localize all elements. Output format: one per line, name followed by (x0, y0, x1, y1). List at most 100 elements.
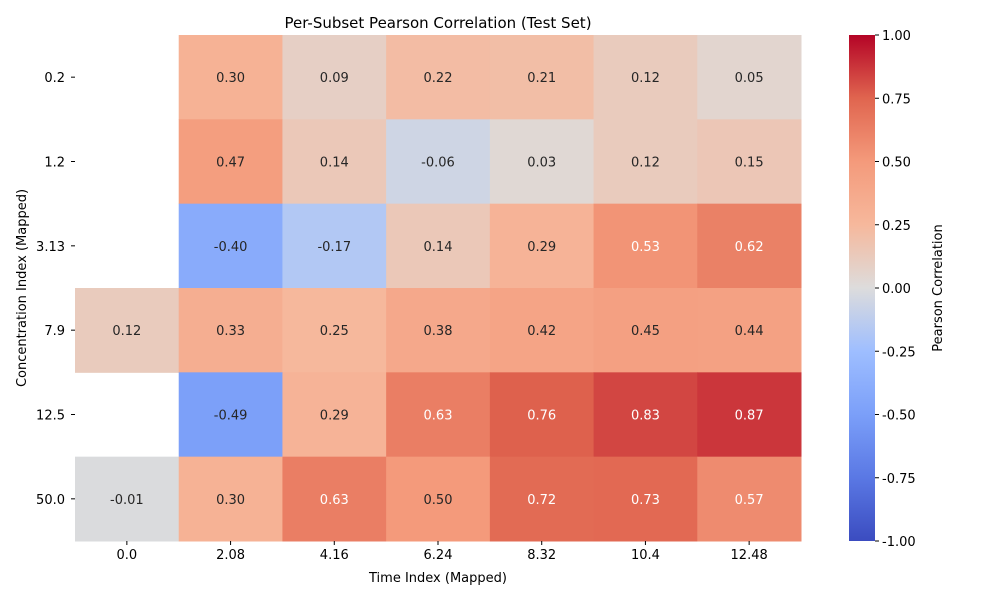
cell-value-label: 0.15 (735, 156, 764, 171)
colorbar-ticks: -1.00 -0.75 -0.50 -0.25 0.00 0.25 0.50 0.75 1.00 (875, 29, 916, 550)
cell-value-label: 0.21 (527, 71, 556, 86)
cell-value-label: 0.03 (527, 156, 556, 171)
x-axis-ticks: 0.0 2.08 4.16 6.24 8.32 10.4 12.48 (117, 541, 768, 563)
heatmap-cell (178, 372, 283, 458)
cell-value-label: 0.29 (527, 240, 556, 255)
heatmap-cell (593, 35, 698, 120)
heatmap-cell (489, 119, 595, 205)
cell-value-label: 0.72 (527, 493, 556, 508)
colorbar-tick-label: 0.25 (882, 219, 911, 234)
colorbar-label: Pearson Correlation (931, 224, 946, 351)
cell-value-label: 0.12 (112, 324, 141, 339)
cell-value-label: 0.22 (424, 71, 453, 86)
x-tick-label: 12.48 (731, 548, 768, 563)
x-tick-label: 0.0 (117, 548, 138, 563)
heatmap-cell (593, 203, 698, 289)
colorbar-tick-label: -0.25 (882, 345, 916, 360)
x-tick-label: 6.24 (424, 548, 453, 563)
cell-value-label: 0.12 (631, 71, 660, 86)
cell-value-label: 0.38 (424, 324, 453, 339)
colorbar-tick-label: -0.50 (882, 409, 916, 424)
heatmap-cell (386, 456, 491, 542)
cell-value-label: -0.06 (421, 156, 455, 171)
cell-value-label: 0.12 (631, 156, 660, 171)
cell-value-label: -0.49 (214, 409, 248, 424)
cell-value-label: 0.29 (320, 409, 349, 424)
heatmap-cell (282, 288, 387, 373)
chart-title: Per-Subset Pearson Correlation (Test Set… (284, 14, 591, 32)
heatmap-cell (282, 119, 387, 205)
cell-value-label: -0.40 (214, 240, 248, 255)
cell-value-label: 0.30 (216, 71, 245, 86)
x-tick-label: 2.08 (216, 548, 245, 563)
heatmap-cell (593, 119, 698, 205)
heatmap-cell (489, 203, 595, 289)
cell-value-label: 0.76 (527, 409, 556, 424)
y-tick-label: 0.2 (44, 71, 65, 86)
colorbar-tick-label: -0.75 (882, 472, 916, 487)
heatmap-cell (697, 288, 802, 373)
heatmap-cell (178, 35, 283, 120)
colorbar-tick-label: 1.00 (882, 29, 911, 44)
cell-value-label: 0.14 (320, 156, 349, 171)
heatmap-cell (593, 456, 698, 542)
colorbar-tick-label: -1.00 (882, 535, 916, 550)
cell-value-label: 0.09 (320, 71, 349, 86)
cell-value-label: 0.73 (631, 493, 660, 508)
heatmap-cell (489, 372, 595, 458)
cell-value-label: 0.63 (320, 493, 349, 508)
cell-value-label: -0.01 (110, 493, 144, 508)
heatmap-cell (282, 203, 387, 289)
heatmap-cell (178, 119, 283, 205)
heatmap-cell (697, 456, 802, 542)
x-tick-label: 10.4 (631, 548, 660, 563)
x-tick-label: 8.32 (527, 548, 556, 563)
heatmap-cell (593, 288, 698, 373)
y-axis-label: Concentration Index (Mapped) (15, 189, 30, 387)
y-tick-label: 50.0 (36, 493, 65, 508)
cell-value-label: 0.83 (631, 409, 660, 424)
cell-value-label: 0.63 (424, 409, 453, 424)
heatmap-cell (75, 456, 180, 542)
cell-value-label: -0.17 (317, 240, 351, 255)
cell-value-label: 0.62 (735, 240, 764, 255)
heatmap-cell (282, 35, 387, 120)
cell-value-label: 0.42 (527, 324, 556, 339)
heatmap-cell (386, 372, 491, 458)
cell-value-label: 0.05 (735, 71, 764, 86)
cell-value-label: 0.50 (424, 493, 453, 508)
heatmap-cell (593, 372, 698, 458)
heatmap-cell (489, 288, 595, 373)
colorbar-gradient (849, 35, 875, 541)
heatmap-cell (697, 203, 802, 289)
heatmap-cell (178, 456, 283, 542)
colorbar-tick-label: 0.50 (882, 156, 911, 171)
cell-value-label: 0.14 (424, 240, 453, 255)
x-axis-label: Time Index (Mapped) (368, 571, 507, 586)
cell-value-label: 0.30 (216, 493, 245, 508)
cell-value-label: 0.44 (735, 324, 764, 339)
heatmap-cell (489, 456, 595, 542)
heatmap-cell (697, 119, 802, 205)
heatmap-cell (697, 372, 802, 458)
heatmap-cell (178, 288, 283, 373)
heatmap-cell (386, 119, 491, 205)
y-tick-label: 7.9 (44, 324, 65, 339)
heatmap-cell (75, 288, 180, 373)
heatmap-cell (386, 35, 491, 120)
cell-value-label: 0.25 (320, 324, 349, 339)
y-tick-label: 3.13 (36, 240, 65, 255)
cell-value-label: 0.45 (631, 324, 660, 339)
x-tick-label: 4.16 (320, 548, 349, 563)
heatmap-cells: 0.30 0.09 0.22 0.21 0.12 0.05 0.47 0.14 -0.06 0.0… (75, 35, 802, 542)
cell-value-label: 0.87 (735, 409, 764, 424)
colorbar-tick-label: 0.00 (882, 282, 911, 297)
y-tick-label: 1.2 (44, 156, 65, 171)
y-tick-label: 12.5 (36, 409, 65, 424)
heatmap-cell (697, 35, 802, 120)
heatmap-cell (282, 456, 387, 542)
cell-value-label: 0.47 (216, 156, 245, 171)
colorbar: -1.00 -0.75 -0.50 -0.25 0.00 0.25 0.50 0.75 1.00… (849, 29, 946, 550)
y-axis-ticks: 0.2 1.2 3.13 7.9 12.5 50.0 (36, 71, 75, 508)
